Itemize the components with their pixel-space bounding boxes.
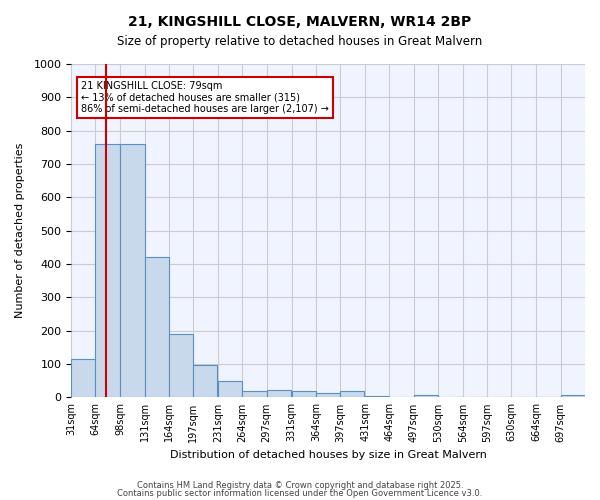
Bar	[292, 391, 316, 398]
Bar	[218, 382, 242, 398]
Text: Contains public sector information licensed under the Open Government Licence v3: Contains public sector information licen…	[118, 488, 482, 498]
X-axis label: Distribution of detached houses by size in Great Malvern: Distribution of detached houses by size …	[170, 450, 487, 460]
Bar	[266, 390, 291, 398]
Bar	[413, 395, 438, 398]
Text: Contains HM Land Registry data © Crown copyright and database right 2025.: Contains HM Land Registry data © Crown c…	[137, 481, 463, 490]
Bar	[242, 391, 266, 398]
Bar	[340, 392, 364, 398]
Bar	[316, 393, 340, 398]
Bar	[561, 395, 585, 398]
Bar	[71, 359, 95, 398]
Bar	[169, 334, 193, 398]
Bar	[95, 144, 119, 398]
Text: 21 KINGSHILL CLOSE: 79sqm
← 13% of detached houses are smaller (315)
86% of semi: 21 KINGSHILL CLOSE: 79sqm ← 13% of detac…	[82, 80, 329, 114]
Bar	[193, 365, 217, 398]
Bar	[121, 144, 145, 398]
Bar	[365, 396, 389, 398]
Text: 21, KINGSHILL CLOSE, MALVERN, WR14 2BP: 21, KINGSHILL CLOSE, MALVERN, WR14 2BP	[128, 15, 472, 29]
Y-axis label: Number of detached properties: Number of detached properties	[15, 143, 25, 318]
Bar	[145, 258, 169, 398]
Text: Size of property relative to detached houses in Great Malvern: Size of property relative to detached ho…	[118, 35, 482, 48]
Bar	[389, 397, 413, 398]
